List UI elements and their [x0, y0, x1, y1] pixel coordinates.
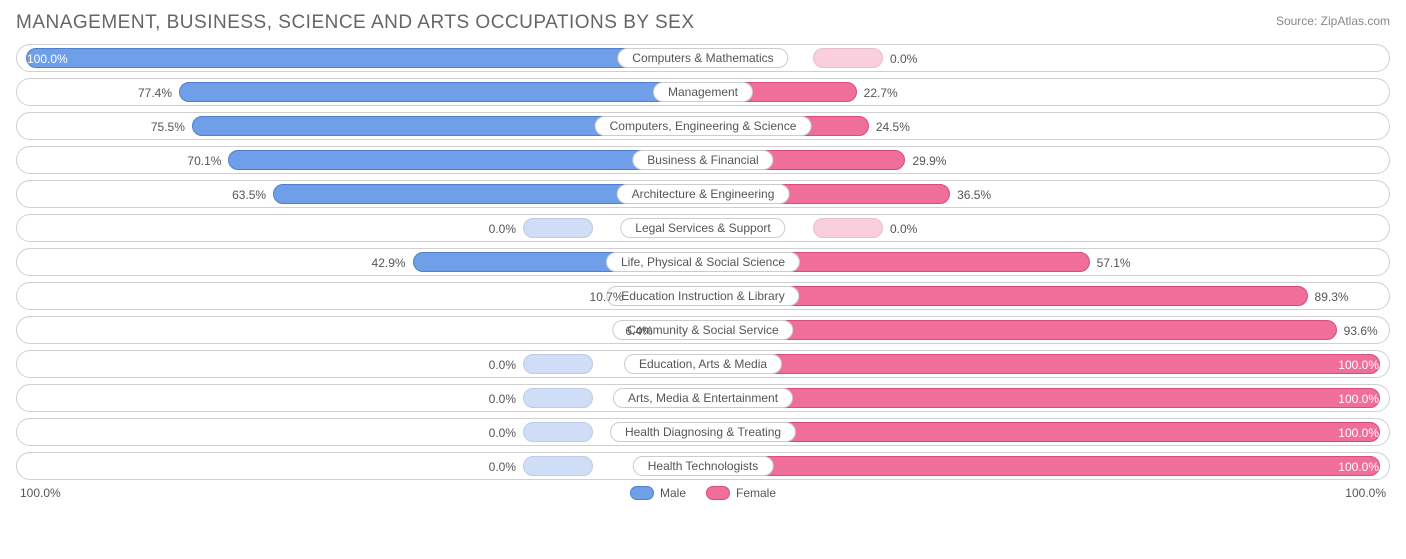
category-label: Computers & Mathematics [617, 48, 788, 68]
chart-row: Computers, Engineering & Science 75.5% 24.… [16, 112, 1390, 140]
female-bar [813, 218, 883, 238]
category-label: Legal Services & Support [620, 218, 785, 238]
female-pct-label: 0.0% [890, 215, 917, 242]
female-pct-label: 100.0% [1338, 351, 1379, 378]
legend: Male Female [630, 486, 776, 500]
female-pct-label: 29.9% [912, 147, 946, 174]
male-pct-label: 0.0% [489, 385, 516, 412]
male-pct-label: 63.5% [232, 181, 266, 208]
male-pct-label: 42.9% [372, 249, 406, 276]
female-pct-label: 100.0% [1338, 453, 1379, 480]
female-bar [703, 320, 1337, 340]
male-pct-label: 100.0% [27, 45, 68, 72]
male-pct-label: 70.1% [187, 147, 221, 174]
source-attribution: Source: ZipAtlas.com [1276, 14, 1390, 28]
male-pct-label: 0.0% [489, 453, 516, 480]
male-pct-label: 75.5% [151, 113, 185, 140]
chart-row: Management 77.4% 22.7% [16, 78, 1390, 106]
chart-row: Education, Arts & Media 0.0% 100.0% [16, 350, 1390, 378]
male-bar [523, 218, 593, 238]
female-pct-label: 100.0% [1338, 419, 1379, 446]
male-bar [26, 48, 703, 68]
male-bar [179, 82, 703, 102]
male-pct-label: 77.4% [138, 79, 172, 106]
female-pct-label: 0.0% [890, 45, 917, 72]
axis-left-label: 100.0% [20, 486, 61, 500]
female-pct-label: 93.6% [1344, 317, 1378, 344]
chart-row: Community & Social Service6.4%93.6% [16, 316, 1390, 344]
female-pct-label: 24.5% [876, 113, 910, 140]
category-label: Management [653, 82, 753, 102]
female-bar [703, 422, 1380, 442]
female-pct-label: 100.0% [1338, 385, 1379, 412]
chart-row: Architecture & Engineering 63.5% 36.5% [16, 180, 1390, 208]
legend-swatch-male [630, 486, 654, 500]
category-label: Health Diagnosing & Treating [610, 422, 796, 442]
female-bar [813, 48, 883, 68]
chart-row: Life, Physical & Social Science 42.9% 57.1… [16, 248, 1390, 276]
chart-title: MANAGEMENT, BUSINESS, SCIENCE AND ARTS O… [16, 12, 1390, 34]
category-label: Education, Arts & Media [624, 354, 782, 374]
category-label: Business & Financial [632, 150, 773, 170]
chart-row: Education Instruction & Library10.7% 89.3… [16, 282, 1390, 310]
axis-row: 100.0% Male Female 100.0% [16, 486, 1390, 506]
legend-label-male: Male [660, 486, 686, 500]
female-bar [703, 456, 1380, 476]
male-pct-label: 10.7% [590, 283, 624, 310]
legend-item-male: Male [630, 486, 686, 500]
female-pct-label: 57.1% [1097, 249, 1131, 276]
category-label: Computers, Engineering & Science [595, 116, 812, 136]
legend-swatch-female [706, 486, 730, 500]
female-pct-label: 89.3% [1315, 283, 1349, 310]
chart-row: Arts, Media & Entertainment 0.0% 100.0% [16, 384, 1390, 412]
male-pct-label: 6.4% [625, 317, 652, 344]
category-label: Architecture & Engineering [617, 184, 790, 204]
axis-right-label: 100.0% [1345, 486, 1386, 500]
female-bar [703, 388, 1380, 408]
category-label: Arts, Media & Entertainment [613, 388, 793, 408]
chart-row: Legal Services & Support 0.0% 0.0% [16, 214, 1390, 242]
male-pct-label: 0.0% [489, 215, 516, 242]
category-label: Health Technologists [633, 456, 774, 476]
male-bar [523, 388, 593, 408]
chart-row: Business & Financial 70.1% 29.9% [16, 146, 1390, 174]
female-pct-label: 22.7% [864, 79, 898, 106]
male-bar [523, 456, 593, 476]
legend-label-female: Female [736, 486, 776, 500]
male-bar [523, 422, 593, 442]
category-label: Life, Physical & Social Science [606, 252, 800, 272]
male-pct-label: 0.0% [489, 419, 516, 446]
male-pct-label: 0.0% [489, 351, 516, 378]
legend-item-female: Female [706, 486, 776, 500]
female-pct-label: 36.5% [957, 181, 991, 208]
chart-row: Health Diagnosing & Treating 0.0% 100.0% [16, 418, 1390, 446]
female-bar [703, 354, 1380, 374]
chart-row: Computers & Mathematics 100.0% 0.0% [16, 44, 1390, 72]
chart-area: Computers & Mathematics 100.0% 0.0% Managem… [16, 44, 1390, 480]
male-bar [523, 354, 593, 374]
category-label: Education Instruction & Library [606, 286, 799, 306]
chart-row: Health Technologists 0.0% 100.0% [16, 452, 1390, 480]
